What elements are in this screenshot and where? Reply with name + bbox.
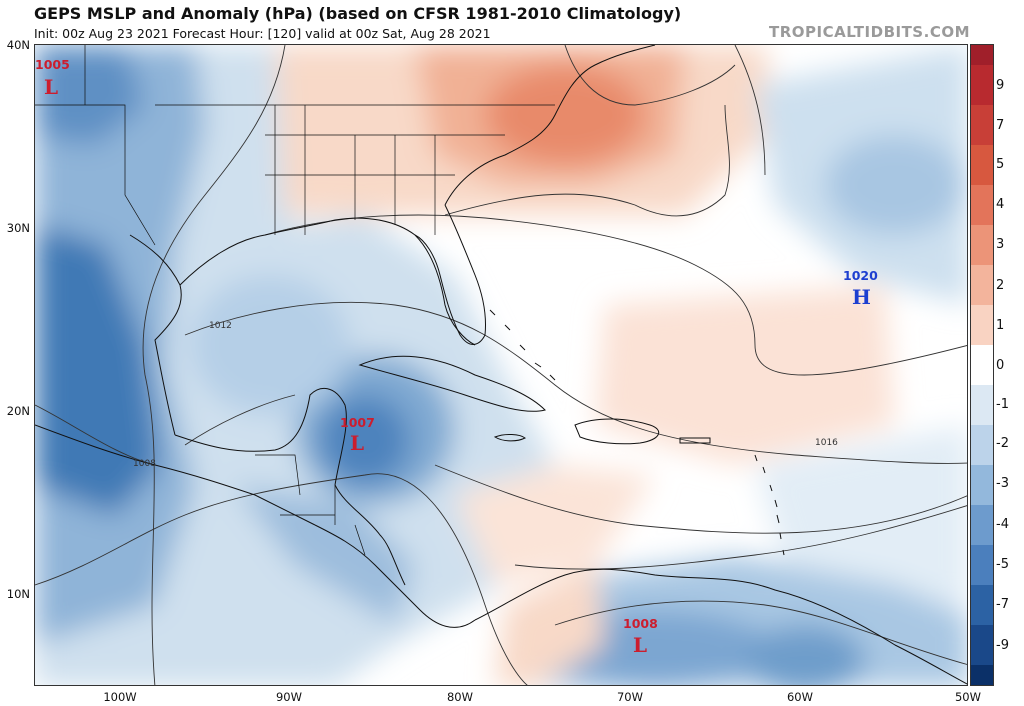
low-value-1007: 1007: [340, 415, 375, 430]
high-value-1020: 1020: [843, 268, 878, 283]
map-subtitle: Init: 00z Aug 23 2021 Forecast Hour: [12…: [34, 26, 491, 41]
lat-label-40n: 40N: [6, 38, 30, 52]
forecast-map: 1012 1016 1008 1005 L 1007 L 1008 L 1020…: [34, 44, 968, 686]
lon-label-50w: 50W: [954, 690, 982, 704]
watermark: TROPICALTIDBITS.COM: [769, 23, 970, 41]
low-symbol: L: [44, 75, 58, 99]
colorbar-tick: -2: [996, 436, 1009, 451]
low-1008: 1008 L: [623, 616, 658, 657]
contour-label-1008: 1008: [133, 459, 156, 469]
contour-label-1012: 1012: [209, 321, 232, 331]
contour-label-1016: 1016: [815, 438, 838, 448]
lon-label-80w: 80W: [446, 690, 474, 704]
colorbar: [970, 44, 994, 686]
state-borders: [35, 45, 555, 556]
anomaly-shading: [35, 45, 967, 685]
low-symbol: L: [633, 633, 647, 657]
colorbar-tick: -9: [996, 638, 1009, 653]
colorbar-tick: -7: [996, 597, 1009, 612]
colorbar-tick: 7: [996, 118, 1005, 133]
lat-label-20n: 20N: [6, 404, 30, 418]
colorbar-tick: 1: [996, 318, 1005, 333]
colorbar-tick: 9: [996, 78, 1005, 93]
low-1005: 1005 L: [35, 57, 70, 99]
low-value-1005: 1005: [35, 57, 70, 72]
colorbar-tick: -3: [996, 476, 1009, 491]
colorbar-tick: -4: [996, 517, 1009, 532]
colorbar-tick: 3: [996, 237, 1005, 252]
map-canvas: 1012 1016 1008 1005 L 1007 L 1008 L 1020…: [35, 45, 967, 685]
colorbar-tick: -1: [996, 397, 1009, 412]
coastlines: [35, 45, 967, 685]
colorbar-tick: 4: [996, 197, 1005, 212]
high-1020: 1020 H: [843, 268, 878, 309]
colorbar-gradient: [971, 45, 993, 685]
colorbar-tick: 2: [996, 278, 1005, 293]
map-title: GEPS MSLP and Anomaly (hPa) (based on CF…: [34, 4, 682, 23]
lat-label-30n: 30N: [6, 221, 30, 235]
lon-label-70w: 70W: [616, 690, 644, 704]
colorbar-tick: 5: [996, 157, 1005, 172]
lon-label-90w: 90W: [275, 690, 303, 704]
lat-label-10n: 10N: [6, 587, 30, 601]
isobars: [35, 45, 967, 685]
lon-label-100w: 100W: [103, 690, 137, 704]
low-value-1008: 1008: [623, 616, 658, 631]
high-symbol: H: [852, 285, 871, 309]
lon-label-60w: 60W: [786, 690, 814, 704]
colorbar-tick: -5: [996, 557, 1009, 572]
low-1007: 1007 L: [340, 415, 375, 455]
low-symbol: L: [350, 431, 364, 455]
colorbar-tick: 0: [996, 358, 1005, 373]
